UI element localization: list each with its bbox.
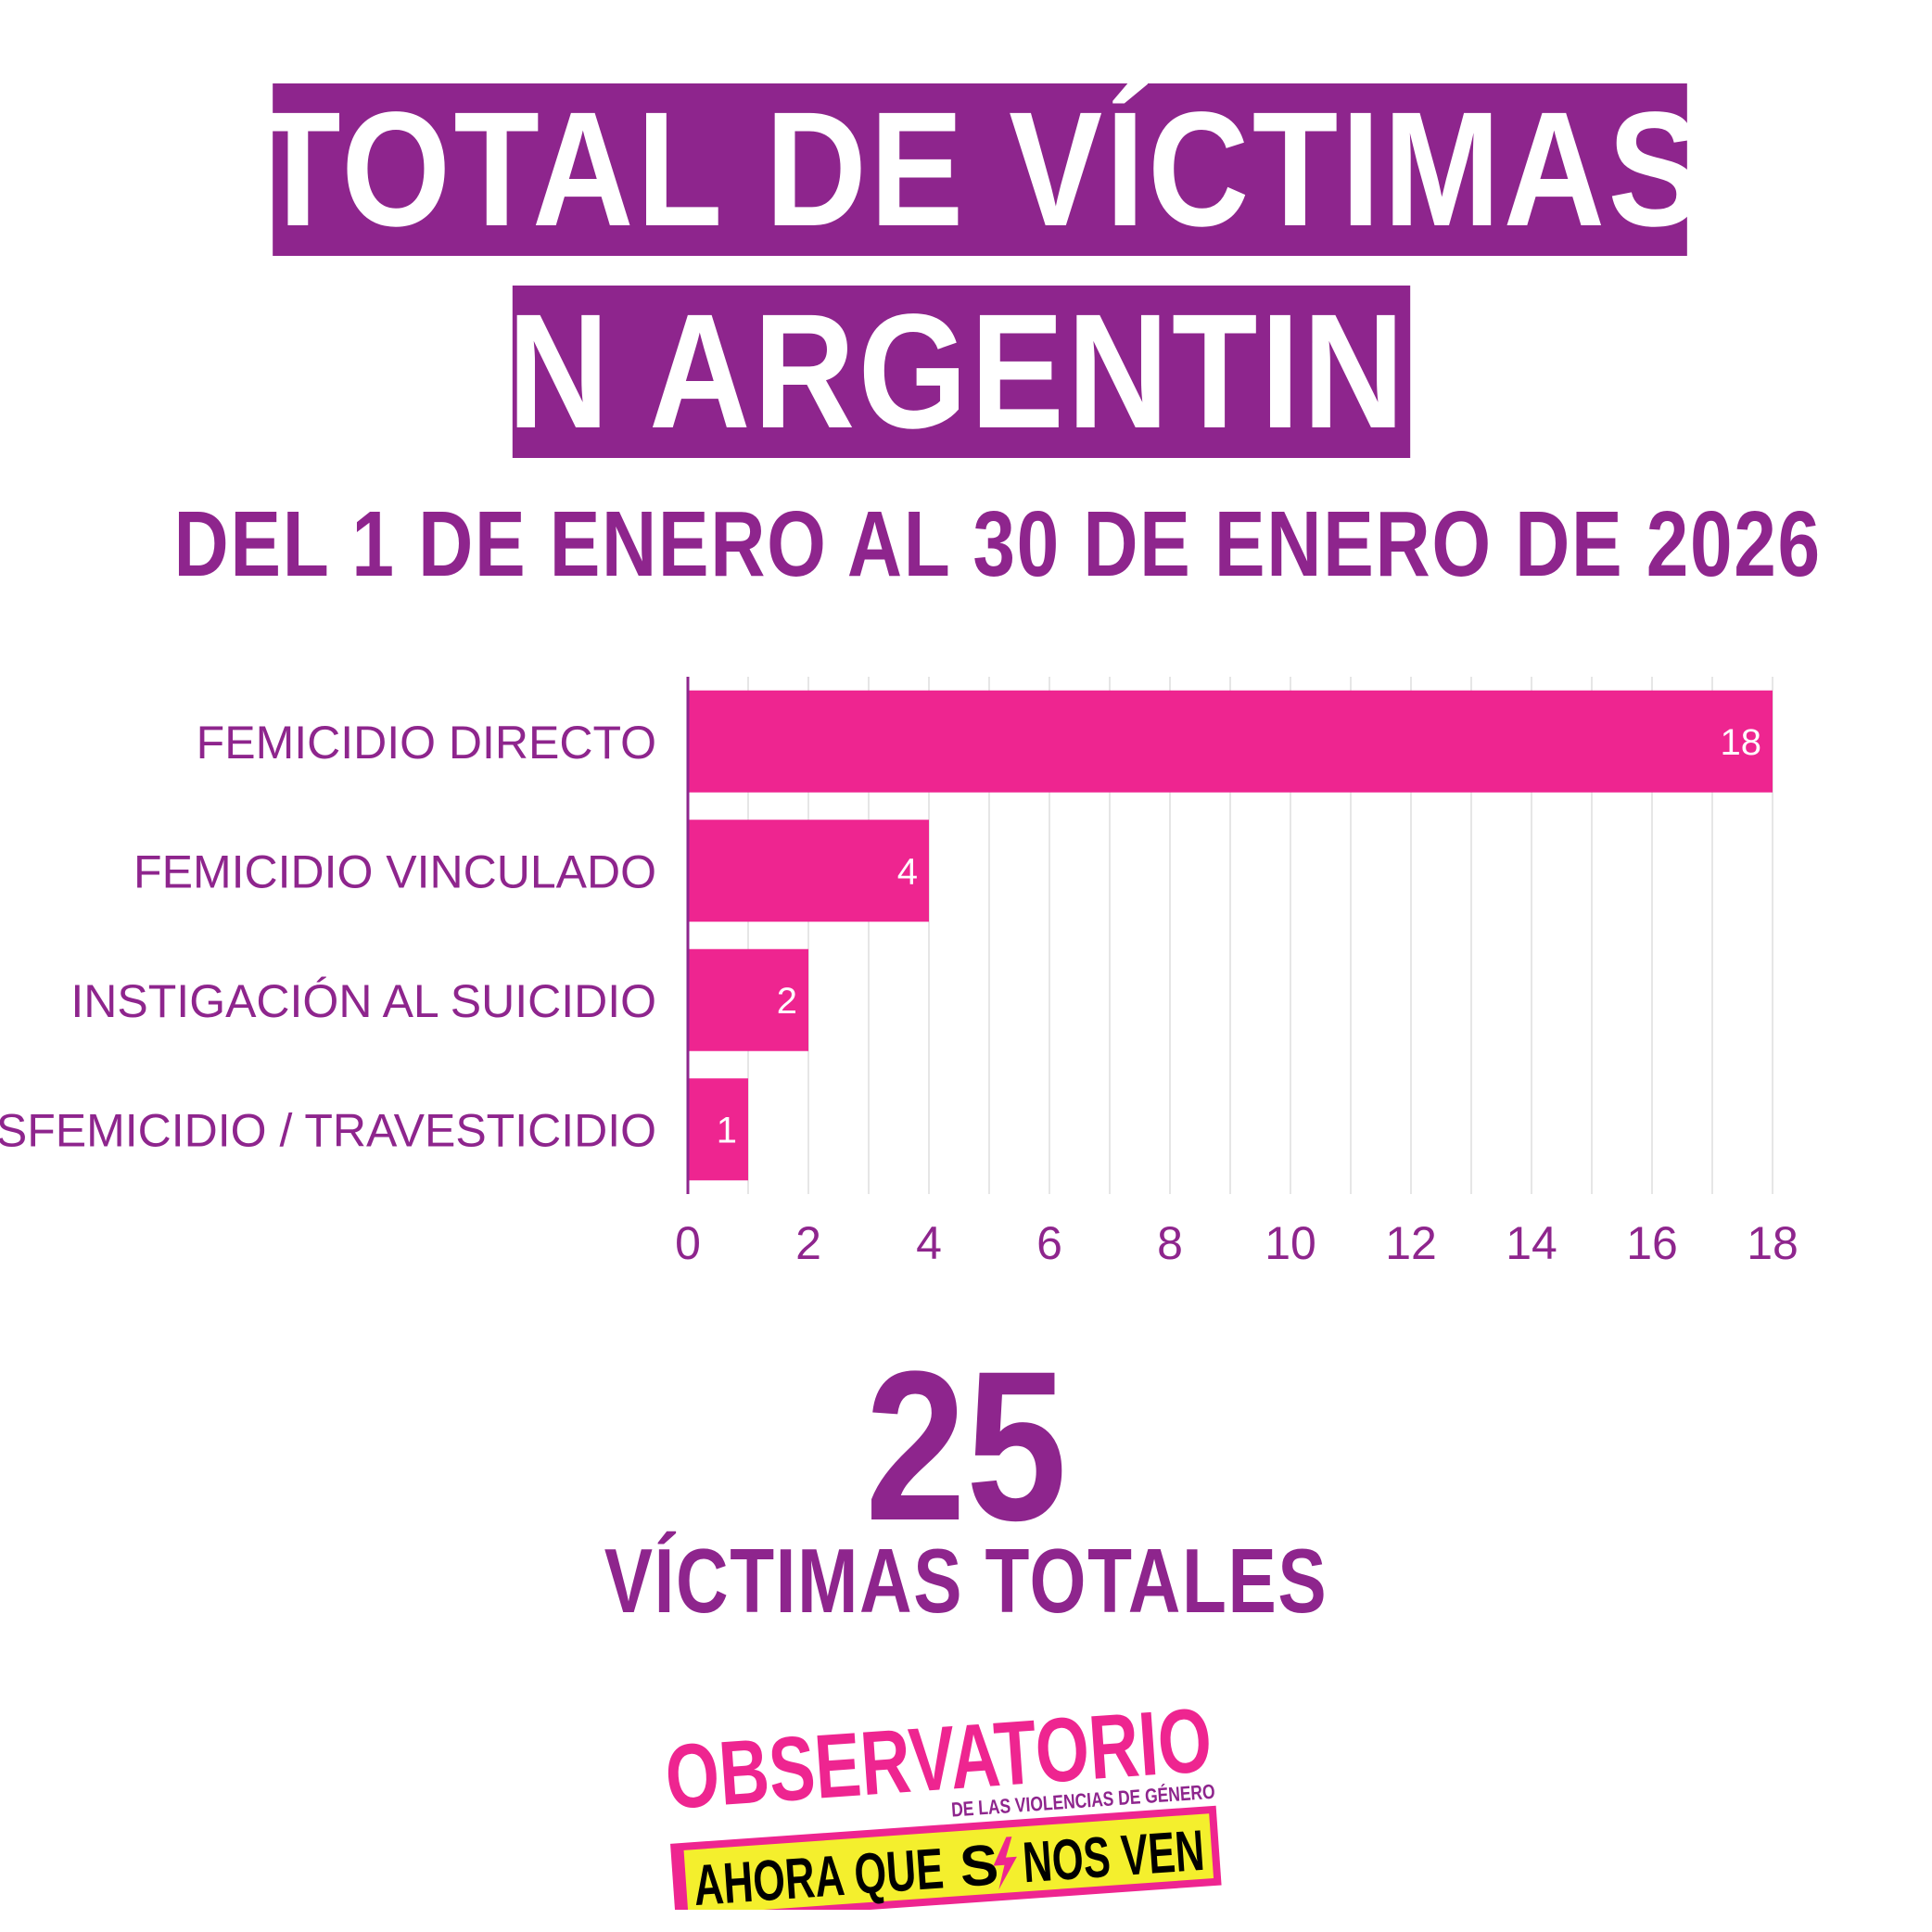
- logo-slogan-part3: NOS VEN: [1021, 1819, 1206, 1896]
- category-label: FEMICIDIO DIRECTO: [197, 717, 656, 769]
- bar: [688, 820, 929, 922]
- x-tick-label: 6: [1036, 1217, 1062, 1269]
- bar: [688, 690, 1773, 793]
- logo-band-yellow: [683, 1813, 1214, 1910]
- date-range-subtitle: DEL 1 DE ENERO AL 30 DE ENERO DE 2026: [173, 492, 1822, 596]
- bar-chart: 18 4 2 1 FEMICIDIO DIRECTO FEMICIDIO VINCULA…: [0, 677, 1799, 1269]
- x-tick-label: 4: [916, 1217, 942, 1269]
- x-tick-label: 12: [1385, 1217, 1437, 1269]
- title-line-1: TOTAL DE VÍCTIMAS: [255, 79, 1705, 261]
- bar: [688, 948, 808, 1051]
- category-label: TRANSFEMICIDIO / TRAVESTICIDIO: [0, 1104, 656, 1156]
- x-tick-label: 14: [1506, 1217, 1557, 1269]
- bars: 18 4 2 1: [688, 690, 1773, 1181]
- x-tick-label: 8: [1157, 1217, 1183, 1269]
- data-label: 2: [777, 981, 797, 1022]
- title-line-2: EN ARGENTINA: [411, 281, 1512, 463]
- category-labels: FEMICIDIO DIRECTO FEMICIDIO VINCULADO INST…: [0, 717, 656, 1157]
- total-victims-number: 25: [865, 1327, 1067, 1565]
- x-axis-ticks: 0 2 4 6 8 10 12 14 16 18: [675, 1217, 1799, 1269]
- observatorio-logo: OBSERVATORIO DE LAS VIOLENCIAS DE GÉNERO…: [667, 1688, 1222, 1910]
- total-victims-label: VÍCTIMAS TOTALES: [604, 1530, 1328, 1632]
- data-label: 4: [897, 851, 918, 892]
- data-label: 18: [1721, 722, 1762, 763]
- data-label: 1: [717, 1110, 737, 1150]
- x-tick-label: 10: [1265, 1217, 1316, 1269]
- x-tick-label: 0: [675, 1217, 701, 1269]
- lightning-bolt-icon: [993, 1837, 1017, 1890]
- x-tick-label: 2: [795, 1217, 821, 1269]
- category-label: FEMICIDIO VINCULADO: [133, 845, 656, 897]
- bar: [688, 1078, 748, 1181]
- category-label: INSTIGACIÓN AL SUICIDIO: [70, 975, 656, 1027]
- x-tick-label: 18: [1747, 1217, 1799, 1269]
- x-tick-label: 16: [1626, 1217, 1678, 1269]
- logo-slogan-part2: S: [958, 1833, 1000, 1900]
